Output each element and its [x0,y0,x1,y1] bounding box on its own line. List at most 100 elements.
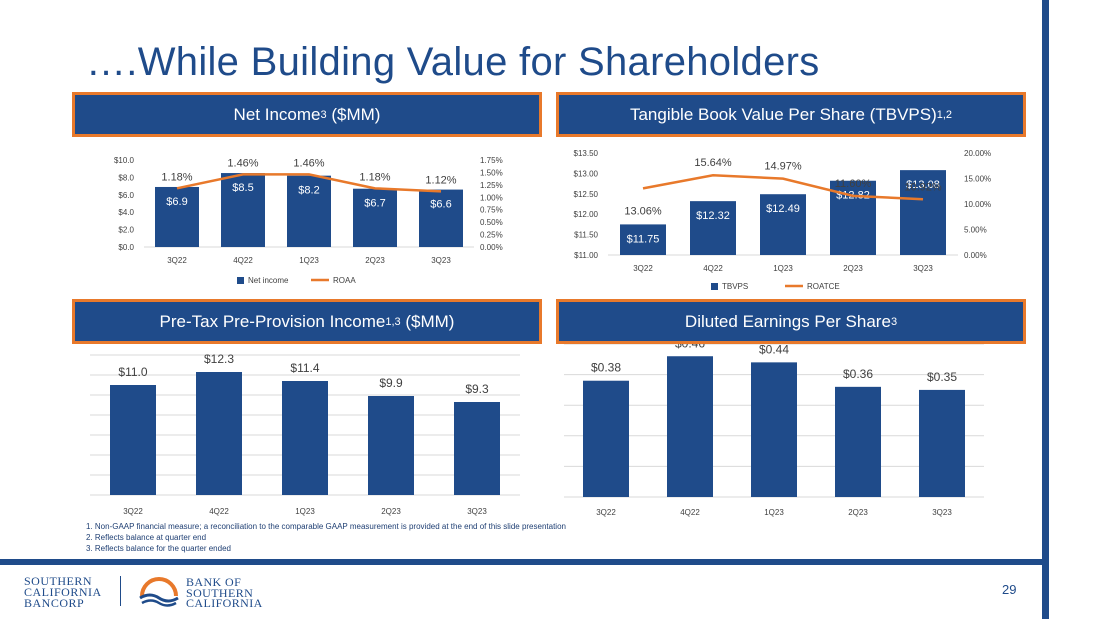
line-data-label: 15.64% [694,157,732,169]
pretax-sup: 1,3 [385,315,401,328]
bar [751,362,797,497]
legend-swatch-bar [237,277,244,284]
net-income-header: Net Income 3 ($MM) [72,92,542,137]
tbvps-chart: $11.00 $11.50 $12.00 $12.50 $13.00 $13.50 0.00… [574,149,992,291]
line-data-label: 13.06% [624,205,662,217]
logo-divider [120,576,121,606]
bank-wave-logo-icon [139,577,179,607]
y2-tick-label: 0.75% [480,206,503,215]
line-data-label: 1.46% [293,157,324,169]
category-label: 3Q22 [123,507,143,516]
net-income-title: Net Income [233,104,321,124]
bar-data-label: $9.9 [379,376,403,390]
line-data-label: 1.12% [425,174,456,186]
net-income-chart: $0.0 $2.0 $4.0 $6.0 $8.0 $10.0 0.00% 0.25% 0.50%… [114,156,503,285]
line-data-label: 10.92% [904,181,942,193]
category-label: 2Q23 [843,264,863,273]
y2-tick-label: 20.00% [964,149,991,158]
tbvps-header: Tangible Book Value Per Share (TBVPS) 1,2 [556,92,1026,137]
bar [900,170,946,255]
category-label: 3Q23 [431,256,451,265]
bar [221,173,265,247]
eps-sup: 3 [890,315,898,328]
bar-data-label: $12.49 [766,203,800,215]
bar-data-label: $0.36 [843,367,873,381]
bar-data-label: $11.0 [118,365,147,379]
y-tick-label: $4.0 [118,208,134,217]
y-tick-label: $10.0 [114,156,135,165]
logo-right-line-2: SOUTHERN [186,585,254,600]
bar [419,189,463,247]
legend-label: ROAA [333,276,356,285]
category-label: 2Q23 [381,507,401,516]
category-label: 1Q23 [299,256,319,265]
bar [353,188,397,247]
line-data-label: 1.46% [227,157,258,169]
y-tick-label: $13.00 [574,169,599,178]
bar-data-label: $12.32 [696,210,730,222]
category-label: 4Q22 [209,507,229,516]
category-label: 3Q23 [932,508,952,517]
footnote-3: 3. Reflects balance for the quarter ende… [86,544,231,553]
category-label: 2Q23 [365,256,385,265]
logo-right-line-1: BANK OF [186,575,242,589]
y-tick-label: $12.00 [574,210,599,219]
category-label: 1Q23 [764,508,784,517]
pretax-title: Pre-Tax Pre-Provision Income [159,311,386,331]
y2-tick-label: 0.00% [964,251,987,260]
bar-data-label: $12.3 [204,352,234,366]
category-label: 4Q22 [680,508,700,517]
bar [583,380,629,497]
bar-data-label: $0.38 [591,361,621,375]
bank-of-southern-california-logo: BANK OF SOUTHERN CALIFORNIA [186,575,263,608]
bar [919,389,965,497]
bar-data-label: $0.44 [759,344,789,356]
page-number: 29 [1002,582,1017,597]
pretax-chart: $11.0 3Q22 $12.3 4Q22 $11.4 1Q23 $9.9 2Q23 $9.3 3… [90,352,520,516]
bar [368,396,414,495]
bar-data-label: $6.9 [166,196,187,208]
line-data-label: 11.60% [835,178,872,190]
footnote-1: 1. Non-GAAP financial measure; a reconci… [86,522,566,531]
y2-tick-label: 1.75% [480,156,503,165]
bar-data-label: $0.46 [675,344,705,350]
y2-tick-label: 0.00% [480,243,503,252]
category-label: 1Q23 [773,264,793,273]
legend-label: Net income [248,276,289,285]
category-label: 2Q23 [848,508,868,517]
bar [155,186,199,247]
bar-data-label: $8.5 [232,182,253,194]
category-label: 3Q22 [596,508,616,517]
y-tick-label: $6.0 [118,191,134,200]
bar-data-label: $13.08 [906,179,940,191]
bar-data-label: $8.2 [298,185,319,197]
y2-tick-label: 1.25% [480,181,503,190]
pretax-header: Pre-Tax Pre-Provision Income 1,3 ($MM) [72,299,542,344]
legend-swatch-bar [711,283,718,290]
eps-title: Diluted Earnings Per Share [684,311,891,331]
logo-left-line-2: CALIFORNIA [24,585,102,599]
category-label: 1Q23 [295,507,315,516]
legend-label: ROATCE [807,282,840,291]
bar [835,386,881,497]
footnotes: 1. Non-GAAP financial measure; a reconci… [86,521,566,554]
category-label: 3Q22 [633,264,653,273]
bar [620,224,666,255]
y2-tick-label: 1.50% [480,168,503,177]
category-label: 3Q22 [167,256,187,265]
slide-title: ….While Building Value for Shareholders [86,40,820,84]
right-accent-bar [1042,0,1049,619]
y-tick-label: $0.0 [118,243,134,252]
y-tick-label: $13.50 [574,149,599,158]
net-income-suffix: ($MM) [326,104,381,124]
y-tick-label: $11.00 [574,251,598,260]
category-label: 4Q22 [233,256,253,265]
bar-data-label: $11.75 [627,233,660,245]
category-label: 3Q23 [913,264,933,273]
line-data-label: 1.18% [161,171,192,183]
pretax-suffix: ($MM) [400,311,455,331]
y2-tick-label: 5.00% [964,226,987,235]
y-tick-label: $12.50 [574,190,599,199]
bar [196,372,242,495]
net-income-sup: 3 [320,108,327,121]
